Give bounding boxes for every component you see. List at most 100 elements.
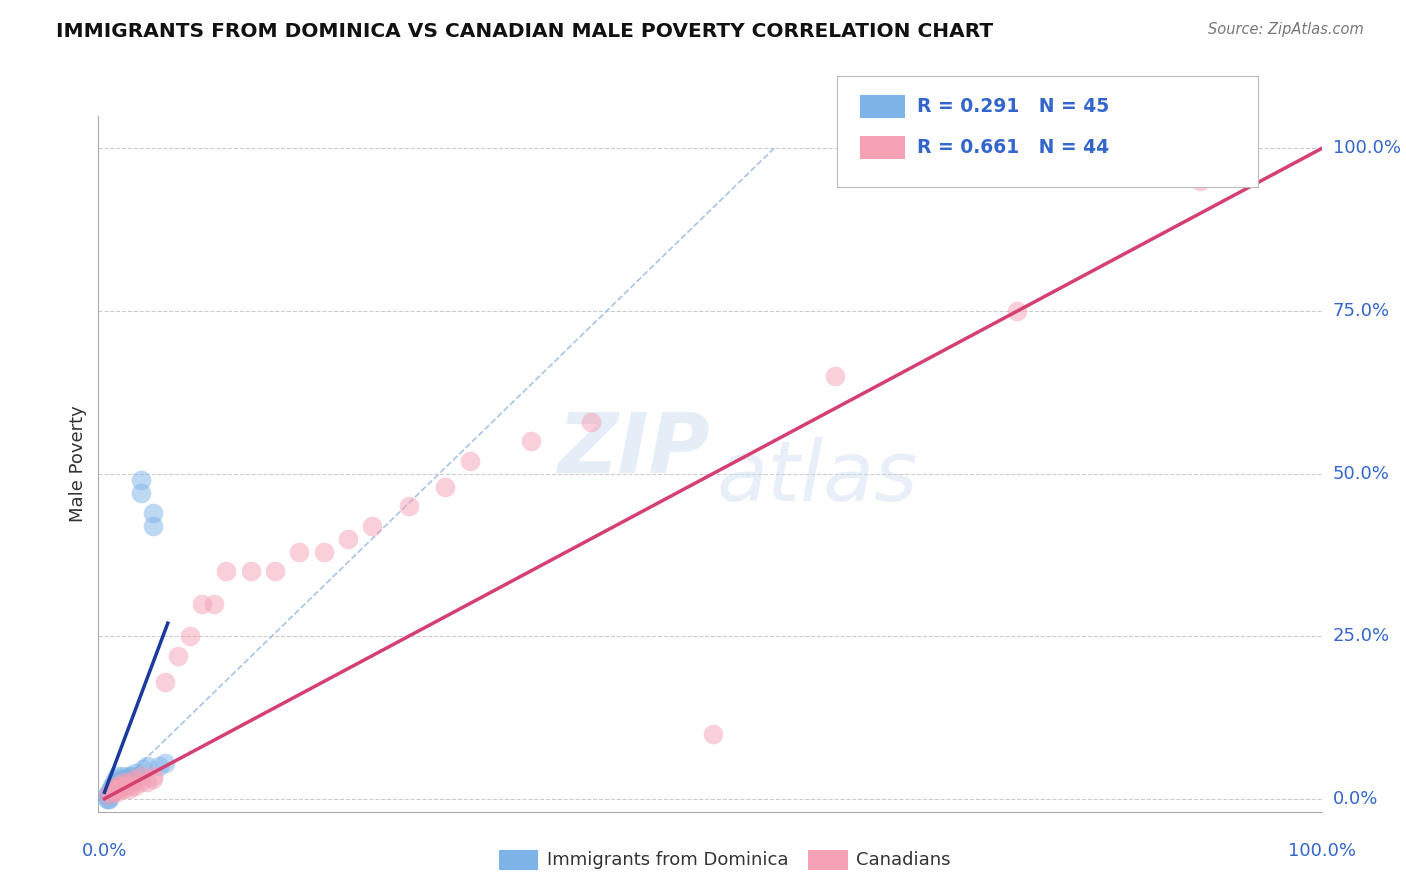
Point bbox=[97, 789, 120, 803]
Point bbox=[142, 769, 165, 783]
Point bbox=[103, 775, 125, 789]
Text: 100.0%: 100.0% bbox=[1333, 139, 1400, 158]
Point bbox=[112, 775, 135, 789]
Point bbox=[105, 779, 128, 793]
Point bbox=[115, 772, 138, 787]
Point bbox=[104, 775, 127, 789]
Point bbox=[136, 775, 159, 789]
Point bbox=[103, 785, 125, 799]
Text: 75.0%: 75.0% bbox=[1333, 302, 1391, 320]
Text: Immigrants from Dominica: Immigrants from Dominica bbox=[547, 851, 789, 869]
Point bbox=[179, 629, 201, 643]
Point bbox=[111, 775, 134, 789]
Text: 100.0%: 100.0% bbox=[1288, 842, 1355, 860]
Point bbox=[101, 779, 124, 793]
Text: 25.0%: 25.0% bbox=[1333, 627, 1391, 645]
Point bbox=[166, 648, 188, 663]
Point bbox=[101, 781, 124, 796]
Point bbox=[336, 532, 359, 546]
Point bbox=[148, 759, 170, 773]
Point bbox=[118, 781, 141, 796]
Y-axis label: Male Poverty: Male Poverty bbox=[69, 406, 87, 522]
Point bbox=[519, 434, 541, 448]
Point bbox=[105, 775, 128, 789]
Text: Canadians: Canadians bbox=[856, 851, 950, 869]
Point bbox=[264, 564, 287, 578]
Point bbox=[312, 544, 335, 558]
Point bbox=[104, 779, 127, 793]
Point bbox=[105, 775, 128, 789]
Point bbox=[129, 775, 152, 789]
Point bbox=[1007, 304, 1029, 318]
Point bbox=[108, 775, 131, 789]
Point bbox=[702, 727, 724, 741]
Point bbox=[124, 772, 146, 787]
Point bbox=[581, 415, 603, 429]
Point bbox=[124, 779, 146, 793]
Point bbox=[100, 781, 122, 796]
Point bbox=[202, 597, 225, 611]
Point bbox=[105, 769, 128, 783]
Text: R = 0.661   N = 44: R = 0.661 N = 44 bbox=[917, 137, 1109, 157]
Point bbox=[142, 772, 165, 787]
Point bbox=[120, 779, 142, 793]
Point bbox=[110, 779, 132, 793]
Point bbox=[103, 779, 125, 793]
Text: R = 0.291   N = 45: R = 0.291 N = 45 bbox=[917, 96, 1109, 116]
Point bbox=[155, 756, 177, 770]
Point bbox=[132, 763, 155, 777]
Text: 0.0%: 0.0% bbox=[82, 842, 127, 860]
Point bbox=[110, 775, 132, 789]
Point bbox=[155, 674, 177, 689]
Point bbox=[136, 759, 159, 773]
Point bbox=[118, 769, 141, 783]
Text: atlas: atlas bbox=[716, 437, 918, 518]
Point bbox=[104, 781, 127, 796]
Point bbox=[111, 769, 134, 783]
Point bbox=[142, 518, 165, 533]
Point bbox=[120, 769, 142, 783]
Point bbox=[100, 785, 122, 799]
Point bbox=[101, 779, 124, 793]
Point bbox=[398, 499, 420, 513]
Point bbox=[434, 480, 457, 494]
Text: 50.0%: 50.0% bbox=[1333, 465, 1389, 483]
Point bbox=[1188, 174, 1211, 188]
Text: 0.0%: 0.0% bbox=[1333, 789, 1378, 808]
Text: IMMIGRANTS FROM DOMINICA VS CANADIAN MALE POVERTY CORRELATION CHART: IMMIGRANTS FROM DOMINICA VS CANADIAN MAL… bbox=[56, 22, 994, 41]
Point bbox=[105, 779, 128, 793]
Point bbox=[105, 785, 128, 799]
Point bbox=[111, 779, 134, 793]
Point bbox=[215, 564, 238, 578]
Point bbox=[118, 772, 141, 787]
Point bbox=[239, 564, 262, 578]
Point bbox=[124, 765, 146, 780]
Point bbox=[129, 486, 152, 500]
Point bbox=[97, 787, 120, 801]
Text: ZIP: ZIP bbox=[557, 409, 710, 491]
Point bbox=[824, 369, 846, 384]
Point bbox=[101, 780, 124, 794]
Point bbox=[111, 779, 134, 793]
Point bbox=[458, 453, 481, 467]
Point bbox=[129, 473, 152, 487]
Point bbox=[101, 781, 124, 796]
Point bbox=[118, 775, 141, 789]
Point bbox=[111, 781, 134, 796]
Point bbox=[100, 781, 122, 796]
Point bbox=[111, 775, 134, 789]
Point bbox=[96, 791, 118, 805]
Point bbox=[98, 791, 121, 805]
Point bbox=[98, 785, 121, 799]
Point bbox=[142, 506, 165, 520]
Point bbox=[361, 518, 384, 533]
Point bbox=[191, 597, 214, 611]
Point bbox=[115, 779, 138, 793]
Point bbox=[288, 544, 311, 558]
Point bbox=[111, 772, 134, 787]
Point bbox=[100, 785, 122, 799]
Point bbox=[105, 772, 128, 787]
Point bbox=[96, 789, 118, 803]
Point bbox=[129, 769, 152, 783]
Point bbox=[108, 779, 131, 793]
